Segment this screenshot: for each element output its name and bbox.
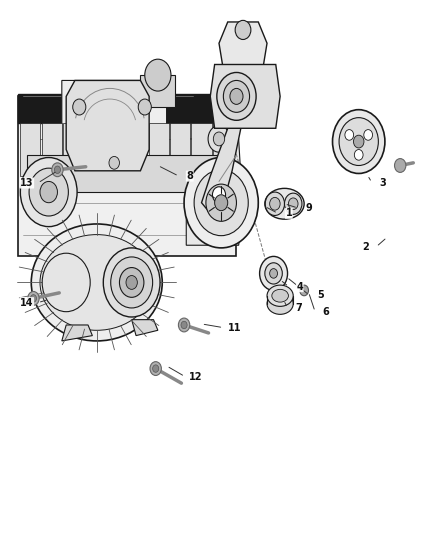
Polygon shape	[219, 22, 267, 70]
Circle shape	[109, 157, 120, 169]
Circle shape	[235, 20, 251, 39]
Polygon shape	[132, 320, 158, 336]
Text: 4: 4	[297, 282, 303, 292]
Text: 13: 13	[20, 178, 34, 188]
Text: 3: 3	[379, 177, 386, 188]
Circle shape	[181, 321, 187, 329]
Circle shape	[20, 158, 77, 227]
Circle shape	[354, 150, 363, 160]
Polygon shape	[186, 139, 243, 245]
Polygon shape	[201, 128, 241, 213]
Circle shape	[52, 163, 63, 176]
Bar	[141, 75, 175, 107]
Circle shape	[152, 365, 159, 372]
Circle shape	[178, 318, 190, 332]
Polygon shape	[210, 64, 280, 128]
Circle shape	[42, 253, 90, 312]
Text: 1: 1	[286, 208, 292, 219]
Circle shape	[30, 295, 36, 302]
Bar	[27, 155, 228, 192]
Circle shape	[54, 166, 60, 173]
Bar	[63, 123, 83, 176]
Circle shape	[270, 197, 280, 210]
Circle shape	[345, 130, 353, 140]
Polygon shape	[232, 80, 254, 123]
Circle shape	[230, 88, 243, 104]
Polygon shape	[62, 325, 92, 341]
Circle shape	[150, 362, 161, 375]
Bar	[106, 123, 126, 176]
Circle shape	[332, 110, 385, 173]
Bar	[213, 123, 233, 176]
Ellipse shape	[267, 285, 293, 306]
Circle shape	[145, 59, 171, 91]
Text: 11: 11	[227, 322, 241, 333]
Circle shape	[208, 126, 230, 152]
Polygon shape	[18, 96, 237, 256]
Circle shape	[206, 184, 237, 221]
Circle shape	[260, 256, 288, 290]
Circle shape	[29, 168, 68, 216]
Circle shape	[28, 292, 39, 305]
Text: 12: 12	[189, 372, 203, 382]
Circle shape	[364, 130, 373, 140]
Bar	[18, 94, 237, 123]
Polygon shape	[62, 80, 166, 160]
Circle shape	[126, 276, 138, 289]
Circle shape	[270, 269, 278, 278]
Bar	[20, 123, 40, 176]
Bar	[85, 123, 105, 176]
Circle shape	[300, 285, 308, 296]
Text: 8: 8	[186, 171, 193, 181]
Bar	[149, 123, 169, 176]
Ellipse shape	[40, 235, 153, 330]
Circle shape	[395, 159, 406, 172]
Circle shape	[212, 187, 226, 203]
Circle shape	[213, 132, 225, 146]
Text: 6: 6	[323, 306, 329, 317]
Circle shape	[339, 118, 378, 165]
Polygon shape	[66, 80, 149, 171]
Text: 2: 2	[362, 242, 369, 252]
Circle shape	[217, 72, 256, 120]
Circle shape	[265, 263, 283, 284]
Circle shape	[353, 135, 364, 148]
Text: 5: 5	[317, 290, 324, 300]
Circle shape	[73, 99, 86, 115]
Ellipse shape	[272, 289, 288, 302]
Ellipse shape	[265, 188, 304, 219]
Ellipse shape	[31, 224, 162, 341]
Circle shape	[265, 192, 285, 215]
Circle shape	[285, 193, 302, 214]
Text: 14: 14	[20, 297, 34, 308]
Circle shape	[184, 158, 258, 248]
Circle shape	[215, 195, 228, 211]
Circle shape	[288, 198, 298, 209]
Bar	[191, 123, 212, 176]
Circle shape	[40, 181, 57, 203]
Circle shape	[223, 80, 250, 112]
Circle shape	[120, 268, 144, 297]
Circle shape	[194, 169, 248, 236]
Text: 9: 9	[306, 203, 312, 213]
Text: 7: 7	[295, 303, 302, 313]
Circle shape	[111, 257, 152, 308]
Circle shape	[103, 248, 160, 317]
Ellipse shape	[267, 293, 293, 314]
Bar	[42, 123, 62, 176]
Bar	[170, 123, 190, 176]
Circle shape	[138, 99, 151, 115]
Bar	[127, 123, 148, 176]
